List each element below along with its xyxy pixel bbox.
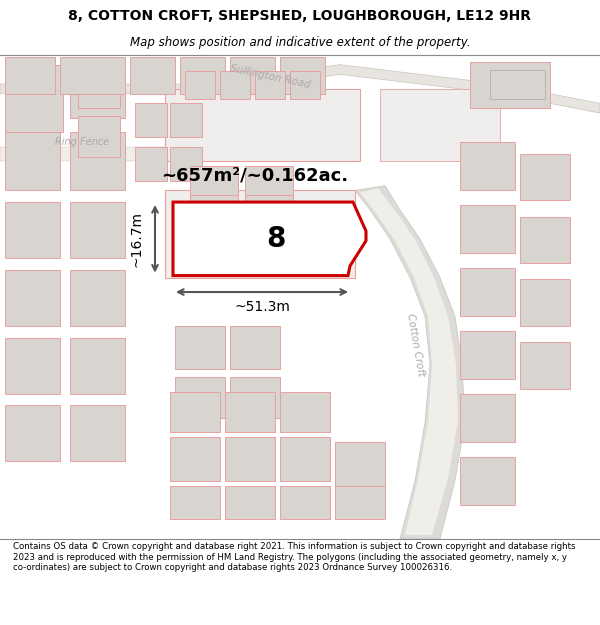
Polygon shape bbox=[70, 338, 125, 394]
Polygon shape bbox=[180, 57, 225, 94]
Polygon shape bbox=[165, 191, 355, 278]
Polygon shape bbox=[230, 377, 280, 418]
Polygon shape bbox=[280, 437, 330, 481]
Polygon shape bbox=[360, 189, 458, 535]
Polygon shape bbox=[460, 394, 515, 442]
Text: Map shows position and indicative extent of the property.: Map shows position and indicative extent… bbox=[130, 36, 470, 49]
Polygon shape bbox=[5, 338, 60, 394]
Polygon shape bbox=[520, 342, 570, 389]
Polygon shape bbox=[5, 64, 63, 132]
Polygon shape bbox=[170, 437, 220, 481]
Text: ~657m²/~0.162ac.: ~657m²/~0.162ac. bbox=[161, 167, 349, 185]
Polygon shape bbox=[225, 486, 275, 519]
Polygon shape bbox=[245, 195, 293, 239]
Polygon shape bbox=[5, 405, 60, 461]
Polygon shape bbox=[230, 326, 280, 369]
Polygon shape bbox=[460, 331, 515, 379]
Polygon shape bbox=[170, 392, 220, 432]
Polygon shape bbox=[190, 166, 238, 195]
Text: Contains OS data © Crown copyright and database right 2021. This information is : Contains OS data © Crown copyright and d… bbox=[13, 542, 576, 572]
Polygon shape bbox=[60, 57, 125, 94]
Polygon shape bbox=[280, 486, 330, 519]
Polygon shape bbox=[5, 270, 60, 326]
Text: 8: 8 bbox=[266, 225, 285, 253]
Polygon shape bbox=[280, 57, 325, 94]
Polygon shape bbox=[190, 195, 238, 239]
Polygon shape bbox=[5, 132, 60, 191]
Polygon shape bbox=[290, 71, 320, 99]
Polygon shape bbox=[135, 103, 167, 138]
Polygon shape bbox=[135, 147, 167, 181]
Text: 8, COTTON CROFT, SHEPSHED, LOUGHBOROUGH, LE12 9HR: 8, COTTON CROFT, SHEPSHED, LOUGHBOROUGH,… bbox=[68, 9, 532, 24]
Polygon shape bbox=[5, 57, 55, 94]
Polygon shape bbox=[5, 202, 60, 258]
Polygon shape bbox=[0, 64, 600, 113]
Polygon shape bbox=[225, 437, 275, 481]
Polygon shape bbox=[280, 392, 330, 432]
Polygon shape bbox=[70, 405, 125, 461]
Polygon shape bbox=[0, 147, 280, 161]
Polygon shape bbox=[170, 147, 202, 181]
Polygon shape bbox=[70, 270, 125, 326]
Polygon shape bbox=[175, 326, 225, 369]
Polygon shape bbox=[185, 71, 215, 99]
Polygon shape bbox=[460, 142, 515, 191]
Polygon shape bbox=[520, 279, 570, 326]
Polygon shape bbox=[520, 217, 570, 263]
Polygon shape bbox=[170, 103, 202, 138]
Polygon shape bbox=[225, 392, 275, 432]
Polygon shape bbox=[5, 64, 60, 118]
Polygon shape bbox=[380, 89, 500, 161]
Polygon shape bbox=[520, 154, 570, 200]
Polygon shape bbox=[173, 202, 366, 276]
Polygon shape bbox=[245, 166, 293, 195]
Polygon shape bbox=[175, 377, 225, 418]
Polygon shape bbox=[165, 89, 360, 161]
Polygon shape bbox=[78, 116, 120, 157]
Text: Sullington Road: Sullington Road bbox=[229, 63, 311, 90]
Text: ~51.3m: ~51.3m bbox=[234, 299, 290, 314]
Polygon shape bbox=[490, 69, 545, 99]
Polygon shape bbox=[70, 132, 125, 191]
Text: ~16.7m: ~16.7m bbox=[130, 211, 144, 267]
Polygon shape bbox=[470, 62, 550, 108]
Polygon shape bbox=[355, 186, 465, 539]
Text: Ring Fence: Ring Fence bbox=[55, 137, 109, 147]
Polygon shape bbox=[335, 486, 385, 519]
Polygon shape bbox=[70, 64, 125, 118]
Polygon shape bbox=[460, 456, 515, 505]
Polygon shape bbox=[220, 71, 250, 99]
Text: Cotton Croft: Cotton Croft bbox=[404, 313, 425, 378]
Polygon shape bbox=[130, 57, 175, 94]
Polygon shape bbox=[70, 202, 125, 258]
Polygon shape bbox=[255, 71, 285, 99]
Polygon shape bbox=[78, 68, 120, 108]
Polygon shape bbox=[170, 486, 220, 519]
Polygon shape bbox=[460, 268, 515, 316]
Polygon shape bbox=[335, 442, 385, 486]
Polygon shape bbox=[230, 57, 275, 94]
Polygon shape bbox=[460, 205, 515, 253]
